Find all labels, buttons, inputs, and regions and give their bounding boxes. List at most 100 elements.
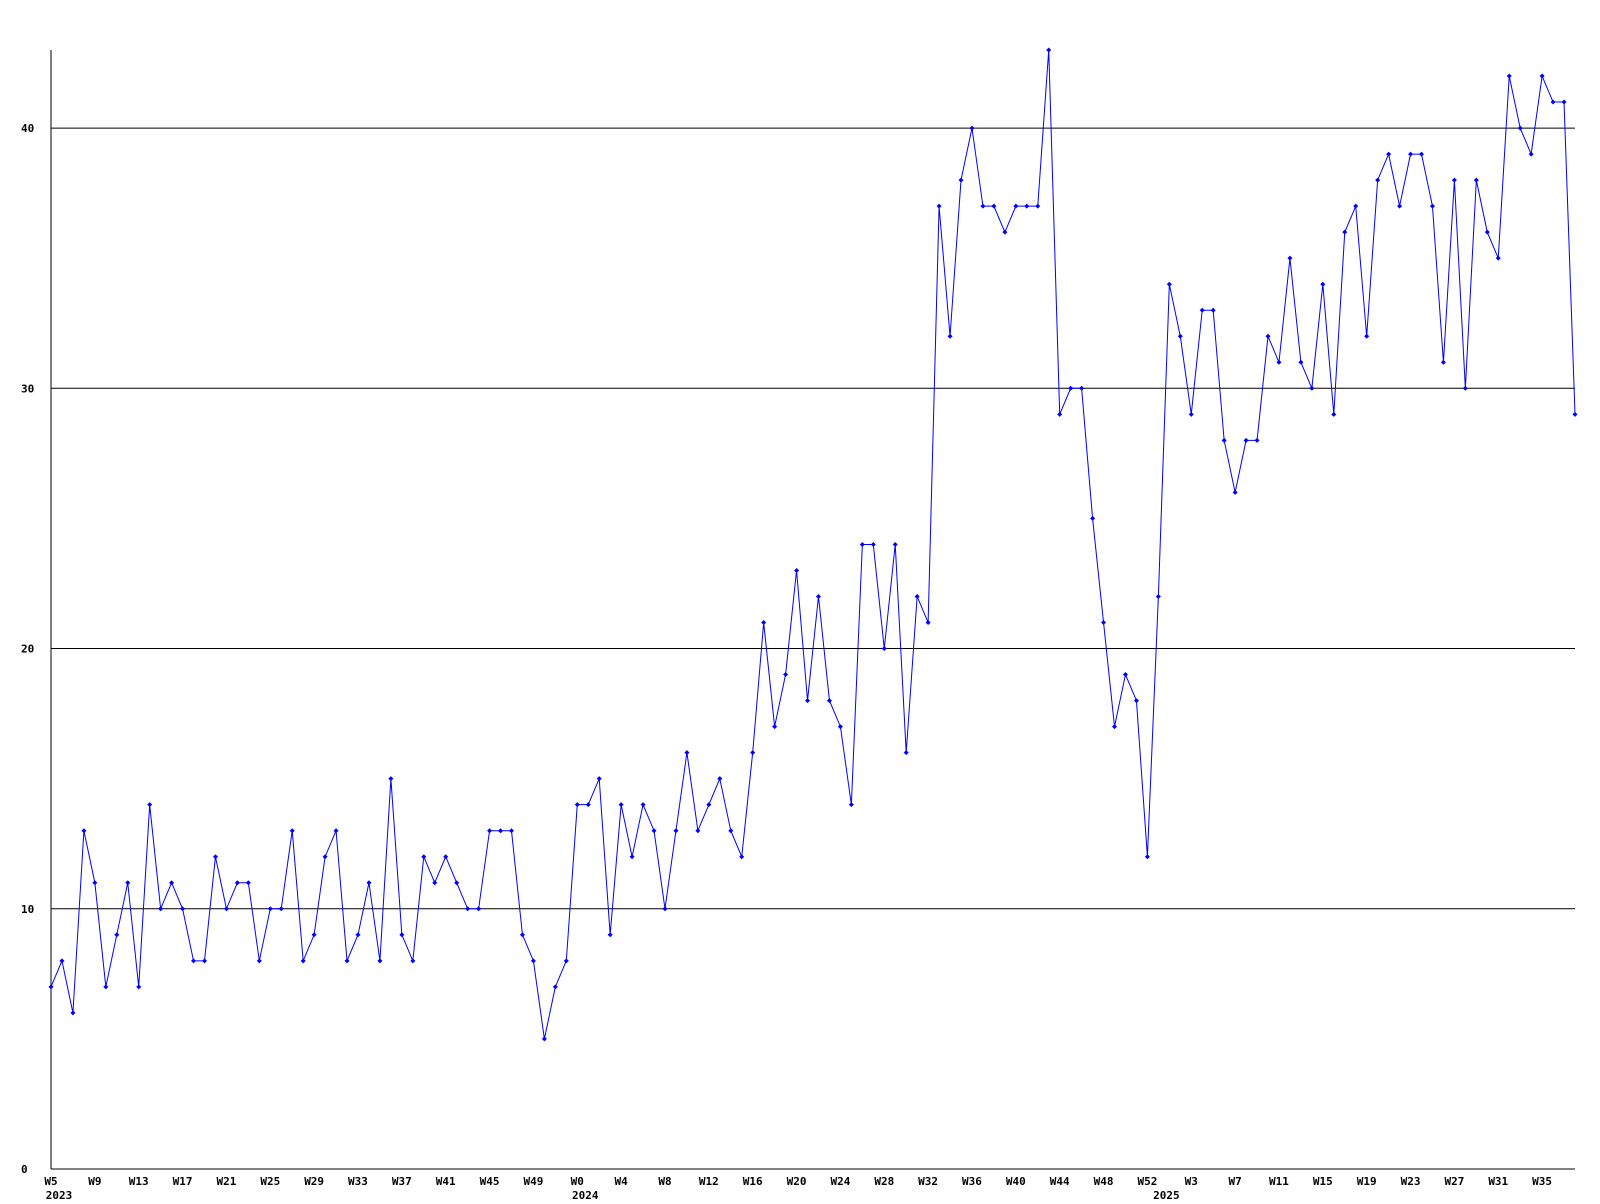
x-tick-label: W36 — [962, 1175, 982, 1188]
point-marker — [487, 828, 493, 834]
x-tick-label: W28 — [874, 1175, 894, 1188]
point-marker — [750, 750, 756, 756]
point-marker — [1013, 203, 1019, 209]
point-marker — [48, 984, 54, 990]
point-marker — [837, 724, 843, 730]
x-tick-label: W52 — [1137, 1175, 1157, 1188]
point-marker — [530, 958, 536, 964]
point-marker — [1188, 411, 1194, 417]
point-marker — [980, 203, 986, 209]
point-marker — [1419, 151, 1425, 157]
x-tick-label: W25 — [260, 1175, 280, 1188]
point-marker — [1090, 515, 1096, 521]
point-marker — [81, 828, 87, 834]
point-marker — [1046, 47, 1052, 53]
point-marker — [289, 828, 295, 834]
point-marker — [859, 541, 865, 547]
point-marker — [640, 802, 646, 808]
point-marker — [180, 906, 186, 912]
point-marker — [717, 776, 723, 782]
point-marker — [1495, 255, 1501, 261]
point-marker — [377, 958, 383, 964]
x-tick-label: W21 — [216, 1175, 236, 1188]
point-marker — [1112, 724, 1118, 730]
point-marker — [191, 958, 197, 964]
y-tick-label: 40 — [21, 122, 34, 135]
x-tick-label: W32 — [918, 1175, 938, 1188]
point-marker — [1408, 151, 1414, 157]
point-marker — [322, 854, 328, 860]
point-marker — [991, 203, 997, 209]
point-marker — [618, 802, 624, 808]
point-marker — [421, 854, 427, 860]
x-tick-label: W45 — [480, 1175, 500, 1188]
point-marker — [629, 854, 635, 860]
point-marker — [355, 932, 361, 938]
point-marker — [388, 776, 394, 782]
point-marker — [1068, 385, 1074, 391]
point-marker — [59, 958, 65, 964]
point-marker — [1561, 99, 1567, 105]
point-marker — [223, 906, 229, 912]
x-tick-label: W7 — [1228, 1175, 1241, 1188]
point-marker — [1320, 281, 1326, 287]
point-marker — [1364, 333, 1370, 339]
point-marker — [1386, 151, 1392, 157]
x-tick-label: W24 — [830, 1175, 850, 1188]
x-tick-label: W9 — [88, 1175, 101, 1188]
point-marker — [114, 932, 120, 938]
point-marker — [684, 750, 690, 756]
x-tick-label: W13 — [129, 1175, 149, 1188]
point-marker — [1517, 125, 1523, 131]
point-marker — [805, 698, 811, 704]
point-marker — [563, 958, 569, 964]
point-marker — [443, 854, 449, 860]
point-marker — [1177, 333, 1183, 339]
x-tick-label: W40 — [1006, 1175, 1026, 1188]
x-tick-label: W27 — [1444, 1175, 1464, 1188]
point-marker — [662, 906, 668, 912]
x-tick-label: W0 — [571, 1175, 584, 1188]
point-marker — [1451, 177, 1457, 183]
x-tick-label: W37 — [392, 1175, 412, 1188]
point-marker — [1440, 359, 1446, 365]
point-marker — [574, 802, 580, 808]
x-tick-label: W35 — [1532, 1175, 1552, 1188]
point-marker — [1528, 151, 1534, 157]
point-marker — [125, 880, 131, 886]
x-tick-label: W15 — [1313, 1175, 1333, 1188]
point-marker — [695, 828, 701, 834]
point-marker — [1287, 255, 1293, 261]
point-marker — [1572, 411, 1578, 417]
x-tick-label: W20 — [787, 1175, 807, 1188]
point-marker — [1057, 411, 1063, 417]
point-marker — [1199, 307, 1205, 313]
point-marker — [783, 672, 789, 678]
point-marker — [1484, 229, 1490, 235]
point-marker — [870, 541, 876, 547]
x-year-label: 2024 — [572, 1189, 599, 1200]
y-tick-label: 30 — [21, 382, 34, 395]
point-marker — [1221, 437, 1227, 443]
x-tick-label: W41 — [436, 1175, 456, 1188]
point-marker — [212, 854, 218, 860]
point-marker — [311, 932, 317, 938]
point-marker — [498, 828, 504, 834]
point-marker — [147, 802, 153, 808]
point-marker — [1550, 99, 1556, 105]
point-marker — [70, 1010, 76, 1016]
point-marker — [1331, 411, 1337, 417]
point-marker — [794, 567, 800, 573]
point-marker — [465, 906, 471, 912]
x-tick-label: W23 — [1401, 1175, 1421, 1188]
point-marker — [158, 906, 164, 912]
point-marker — [1166, 281, 1172, 287]
point-marker — [673, 828, 679, 834]
point-marker — [169, 880, 175, 886]
point-marker — [1254, 437, 1260, 443]
point-marker — [399, 932, 405, 938]
point-marker — [508, 828, 514, 834]
point-marker — [1429, 203, 1435, 209]
point-marker — [245, 880, 251, 886]
